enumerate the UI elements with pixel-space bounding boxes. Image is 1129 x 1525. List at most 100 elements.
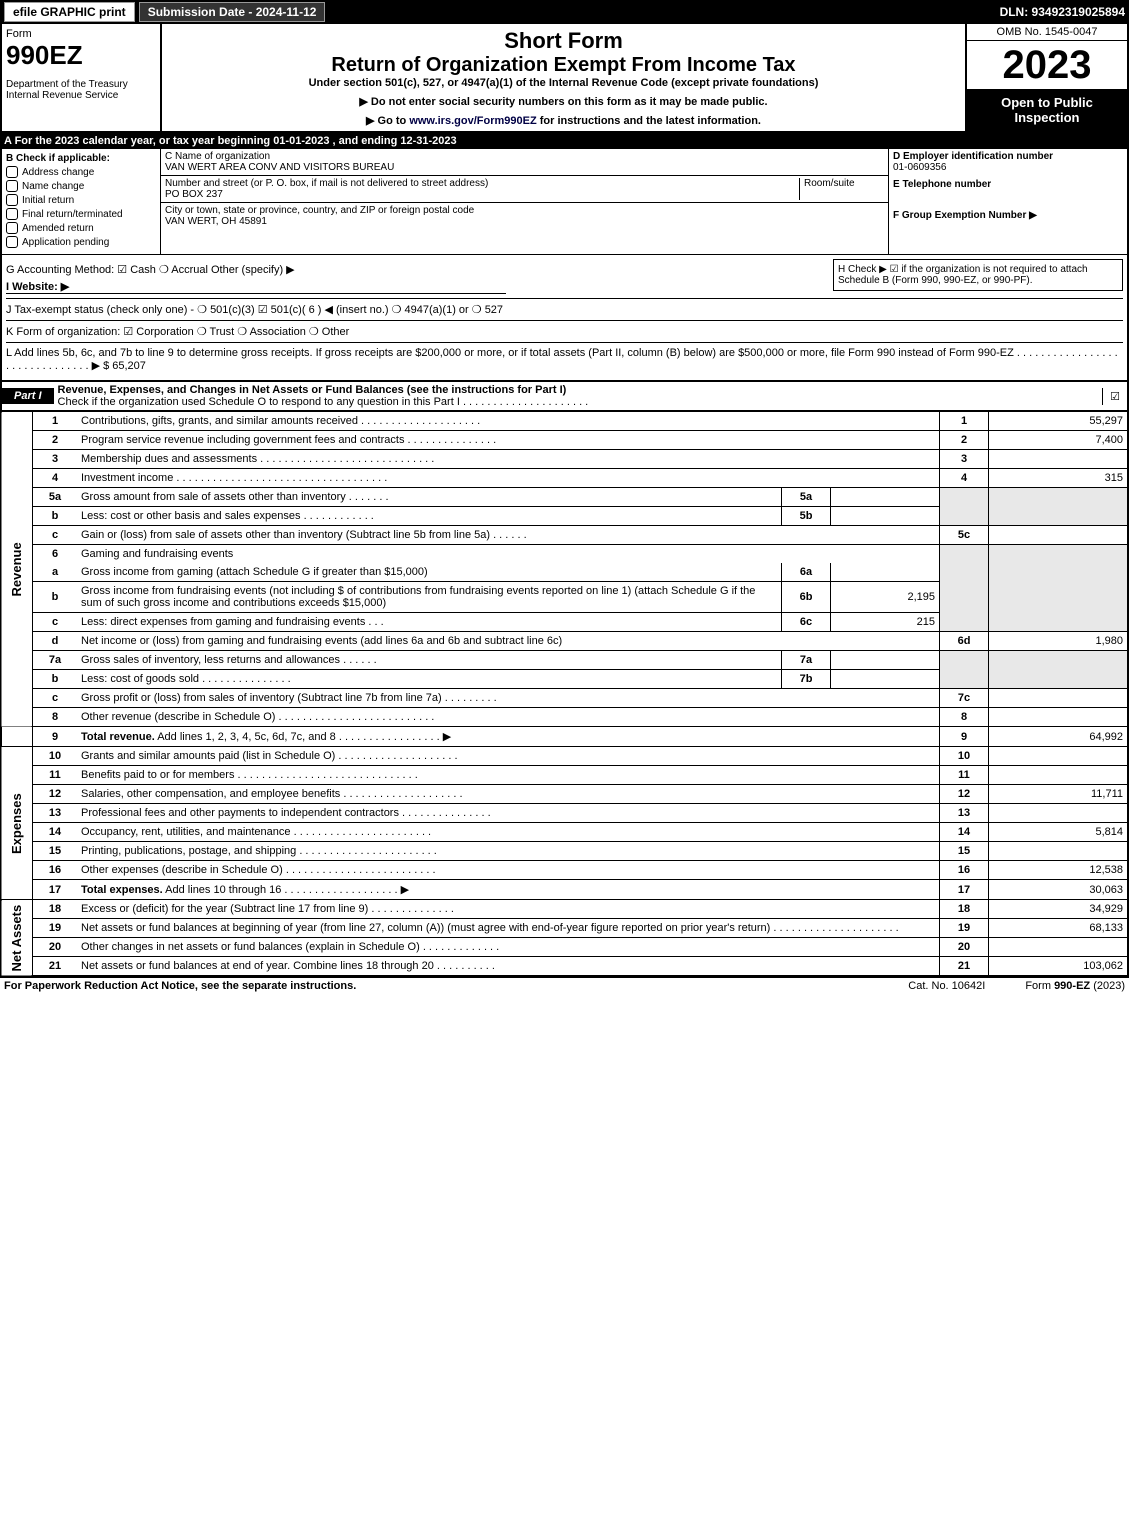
line-20-no: 20 — [33, 938, 78, 957]
line-19-val: 68,133 — [989, 919, 1129, 938]
line-2-no: 2 — [33, 431, 78, 450]
line-19-no: 19 — [33, 919, 78, 938]
group-exemption-label: F Group Exemption Number ▶ — [893, 210, 1123, 221]
line-7c-box: 7c — [940, 689, 989, 708]
form-header: Form 990EZ Department of the Treasury In… — [0, 24, 1129, 133]
line-18-no: 18 — [33, 900, 78, 919]
line-13-box: 13 — [940, 804, 989, 823]
org-name-label: C Name of organization — [165, 151, 884, 162]
tax-year: 2023 — [967, 41, 1127, 89]
line-6c-no: c — [33, 613, 78, 632]
short-form-title: Short Form — [166, 28, 961, 54]
line-6b-no: b — [33, 582, 78, 613]
check-name-change[interactable]: Name change — [6, 180, 156, 192]
line-7a-no: 7a — [33, 651, 78, 670]
header-right: OMB No. 1545-0047 2023 Open to Public In… — [965, 24, 1127, 131]
line-5c-desc: Gain or (loss) from sale of assets other… — [81, 529, 490, 541]
footer-cat-no: Cat. No. 10642I — [908, 980, 985, 992]
lower-info: H Check ▶ ☑ if the organization is not r… — [0, 254, 1129, 382]
part-i-table: Revenue 1 Contributions, gifts, grants, … — [0, 412, 1129, 977]
line-20-desc: Other changes in net assets or fund bala… — [81, 941, 420, 953]
line-16-no: 16 — [33, 861, 78, 880]
header-center: Short Form Return of Organization Exempt… — [162, 24, 965, 131]
line-11-desc: Benefits paid to or for members — [81, 769, 234, 781]
line-21-val: 103,062 — [989, 957, 1129, 977]
check-address-change[interactable]: Address change — [6, 166, 156, 178]
line-6a-desc: Gross income from gaming (attach Schedul… — [77, 563, 782, 582]
line-4-desc: Investment income — [81, 472, 173, 484]
line-7-shaded — [940, 651, 989, 689]
line-18-val: 34,929 — [989, 900, 1129, 919]
instr-link: ▶ Go to www.irs.gov/Form990EZ for instru… — [166, 114, 961, 127]
line-5a-ival — [831, 488, 940, 507]
part-i-header: Part I Revenue, Expenses, and Changes in… — [0, 382, 1129, 412]
line-8-no: 8 — [33, 708, 78, 727]
line-7b-no: b — [33, 670, 78, 689]
page-footer: For Paperwork Reduction Act Notice, see … — [0, 977, 1129, 994]
line-17-val: 30,063 — [989, 880, 1129, 900]
line-5b-inner: 5b — [782, 507, 831, 526]
line-2-desc: Program service revenue including govern… — [81, 434, 404, 446]
line-6a-inner: 6a — [782, 563, 831, 582]
line-11-val — [989, 766, 1129, 785]
line-7c-no: c — [33, 689, 78, 708]
line-1-box: 1 — [940, 412, 989, 431]
section-a-bar: A For the 2023 calendar year, or tax yea… — [0, 133, 1129, 149]
arrow-icon: ▶ — [401, 884, 409, 896]
line-5a-no: 5a — [33, 488, 78, 507]
line-21-desc: Net assets or fund balances at end of ye… — [81, 960, 434, 972]
line-13-no: 13 — [33, 804, 78, 823]
dln-label: DLN: 93492319025894 — [1000, 5, 1125, 19]
line-6d-desc: Net income or (loss) from gaming and fun… — [77, 632, 940, 651]
line-k: K Form of organization: ☑ Corporation ❍ … — [6, 320, 1123, 338]
line-12-val: 11,711 — [989, 785, 1129, 804]
top-bar: efile GRAPHIC print Submission Date - 20… — [0, 0, 1129, 24]
line-21-box: 21 — [940, 957, 989, 977]
line-3-box: 3 — [940, 450, 989, 469]
check-initial-return[interactable]: Initial return — [6, 194, 156, 206]
line-i: I Website: ▶ — [6, 280, 506, 294]
street-label: Number and street (or P. O. box, if mail… — [165, 178, 799, 189]
check-application-pending[interactable]: Application pending — [6, 236, 156, 248]
line-8-val — [989, 708, 1129, 727]
line-16-val: 12,538 — [989, 861, 1129, 880]
line-4-no: 4 — [33, 469, 78, 488]
footer-form-ref: Form 990-EZ (2023) — [1025, 980, 1125, 992]
line-9-no: 9 — [33, 727, 78, 747]
line-16-box: 16 — [940, 861, 989, 880]
line-6-desc: Gaming and fundraising events — [77, 545, 940, 564]
efile-print-button[interactable]: efile GRAPHIC print — [4, 2, 135, 22]
line-6-no: 6 — [33, 545, 78, 564]
line-6b-desc: Gross income from fundraising events (no… — [77, 582, 782, 613]
line-6a-no: a — [33, 563, 78, 582]
line-2-box: 2 — [940, 431, 989, 450]
instr-ssn: ▶ Do not enter social security numbers o… — [166, 95, 961, 108]
line-10-box: 10 — [940, 747, 989, 766]
irs-link[interactable]: www.irs.gov/Form990EZ — [409, 115, 536, 127]
line-8-desc: Other revenue (describe in Schedule O) — [81, 711, 275, 723]
section-b-label: B Check if applicable: — [6, 153, 156, 164]
main-title: Return of Organization Exempt From Incom… — [166, 54, 961, 77]
line-5a-inner: 5a — [782, 488, 831, 507]
line-6-shaded-val — [989, 545, 1129, 632]
part-i-badge: Part I — [2, 388, 54, 404]
line-13-val — [989, 804, 1129, 823]
line-6c-desc: Less: direct expenses from gaming and fu… — [81, 616, 365, 628]
room-suite-label: Room/suite — [799, 178, 884, 200]
line-3-desc: Membership dues and assessments — [81, 453, 257, 465]
line-j: J Tax-exempt status (check only one) - ❍… — [6, 298, 1123, 316]
part-i-title: Revenue, Expenses, and Changes in Net As… — [54, 382, 1102, 410]
line-9-desc: Add lines 1, 2, 3, 4, 5c, 6d, 7c, and 8 — [157, 731, 336, 743]
check-amended-return[interactable]: Amended return — [6, 222, 156, 234]
line-12-desc: Salaries, other compensation, and employ… — [81, 788, 340, 800]
line-17-desc: Add lines 10 through 16 — [165, 884, 281, 896]
check-final-return[interactable]: Final return/terminated — [6, 208, 156, 220]
tel-label: E Telephone number — [893, 179, 1123, 190]
city-value: VAN WERT, OH 45891 — [165, 216, 884, 227]
line-5b-no: b — [33, 507, 78, 526]
part-i-checkbox[interactable]: ☑ — [1102, 388, 1127, 405]
section-c: C Name of organization VAN WERT AREA CON… — [161, 149, 888, 254]
line-1-desc: Contributions, gifts, grants, and simila… — [81, 415, 358, 427]
submission-date-button[interactable]: Submission Date - 2024-11-12 — [139, 2, 326, 22]
line-15-val — [989, 842, 1129, 861]
